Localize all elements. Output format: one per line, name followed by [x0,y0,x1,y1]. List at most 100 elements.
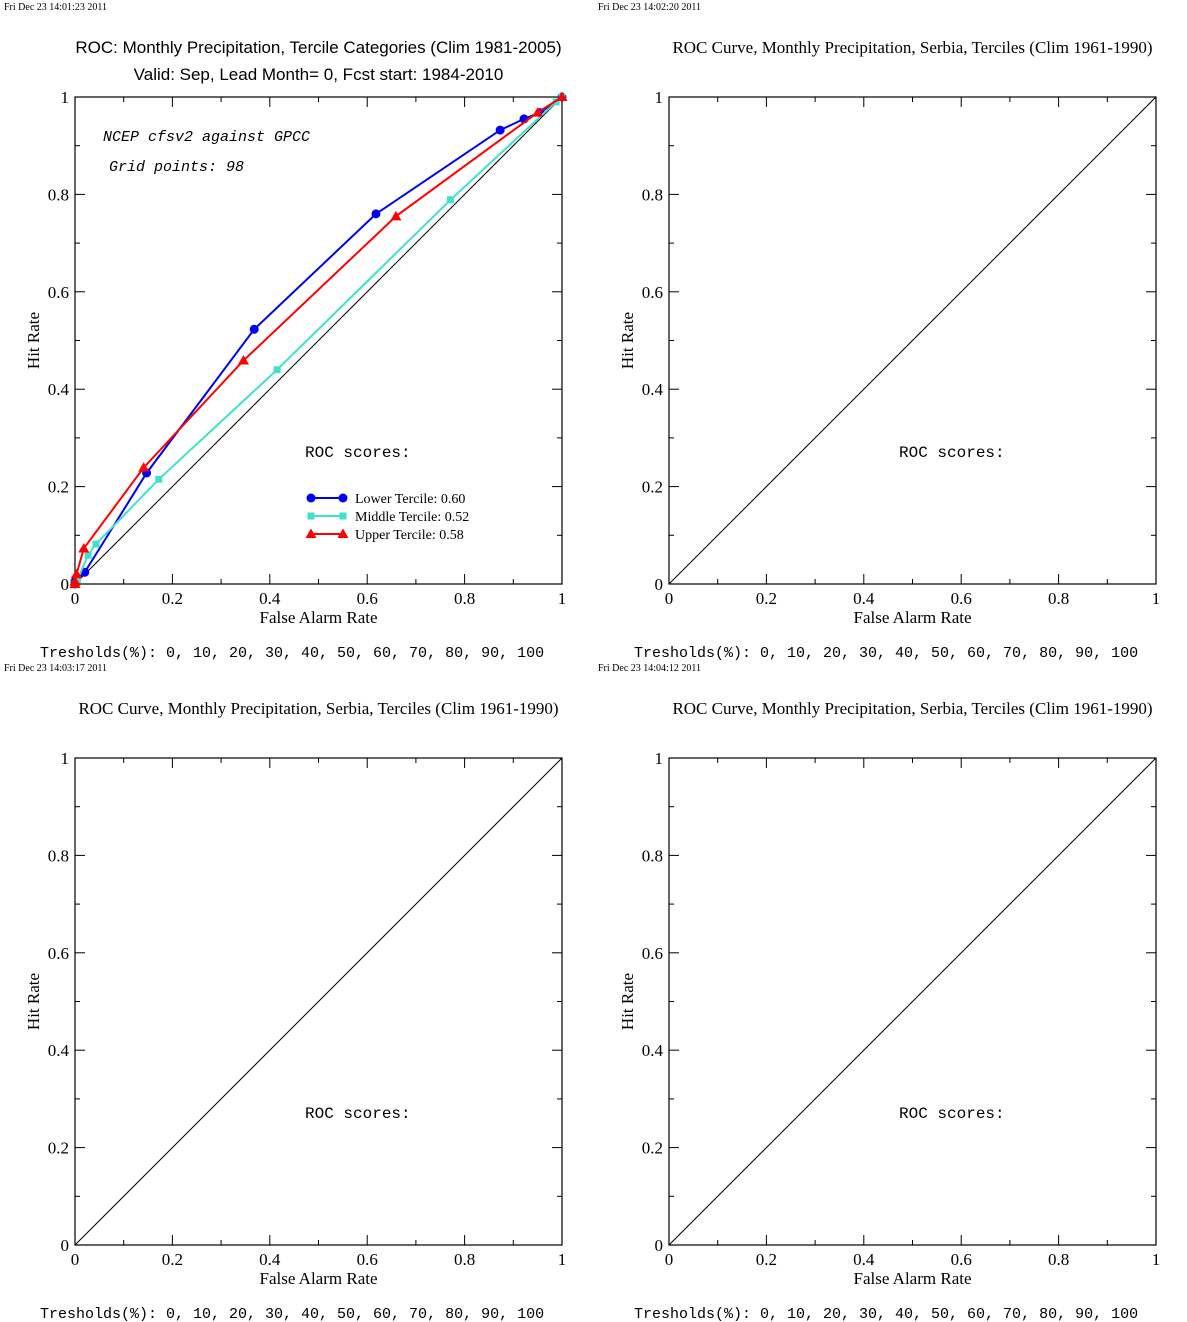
x-tick-label: 0.4 [259,589,281,608]
x-axis-label: False Alarm Rate [853,1269,971,1288]
chart-subtitle: Valid: Sep, Lead Month= 0, Fcst start: 1… [134,65,504,84]
x-tick-label: 0.6 [951,1250,972,1269]
no-skill-diagonal [74,96,563,585]
data-point [238,354,250,365]
y-tick-label: 0.2 [48,1139,69,1158]
y-tick-label: 0.6 [642,283,663,302]
annotation-text: Grid points: 98 [109,159,244,176]
chart-title: ROC: Monthly Precipitation, Tercile Cate… [75,38,561,57]
roc-scores-label: ROC scores: [305,444,411,462]
roc-scores-label: ROC scores: [899,1105,1005,1123]
roc-panel-2: Fri Dec 23 14:02:20 2011 ROC Curve, Month… [598,2,1160,662]
y-tick-label: 0.8 [642,185,663,204]
data-point [138,462,150,472]
y-axis-label: Hit Rate [24,973,43,1030]
x-tick-label: 1 [558,1250,567,1269]
x-tick-label: 0.8 [454,1250,475,1269]
x-tick-label: 0.8 [454,589,475,608]
y-tick-label: 1 [61,749,70,768]
y-tick-label: 0.8 [642,846,663,865]
data-point [556,91,568,101]
x-tick-label: 0 [665,589,674,608]
data-point [73,576,81,584]
thresholds-footer: Tresholds(%): 0, 10, 20, 30, 40, 50, 60,… [40,645,544,662]
y-tick-label: 0.4 [642,380,664,399]
y-tick-label: 0 [61,1236,70,1255]
y-tick-label: 1 [655,749,664,768]
x-tick-label: 0 [665,1250,674,1269]
x-tick-label: 0.4 [853,589,875,608]
thresholds-footer: Tresholds(%): 0, 10, 20, 30, 40, 50, 60,… [634,1306,1138,1322]
y-axis-label: Hit Rate [618,973,637,1030]
roc-panel-1: Fri Dec 23 14:01:23 2011 ROC: Monthly Pre… [4,2,568,662]
axis-ticks [74,96,563,585]
chart-title: ROC Curve, Monthly Precipitation, Serbia… [78,699,558,718]
plot-timestamp: Fri Dec 23 14:04:12 2011 [598,663,701,674]
thresholds-footer: Tresholds(%): 0, 10, 20, 30, 40, 50, 60,… [40,1306,544,1322]
x-tick-label: 0.4 [259,1250,281,1269]
x-tick-label: 1 [1152,589,1161,608]
data-point [155,475,163,483]
chart-title: ROC Curve, Monthly Precipitation, Serbia… [672,38,1152,57]
axis-ticks [668,96,1157,585]
y-tick-label: 1 [655,88,664,107]
data-point [371,209,381,219]
series-3: Upper Tercile: 0.58 [69,91,568,588]
x-tick-label: 0.2 [162,589,183,608]
y-tick-label: 0.2 [642,478,663,497]
x-tick-label: 0.6 [357,589,378,608]
x-tick-label: 1 [558,589,567,608]
x-tick-label: 0.2 [756,589,777,608]
x-tick-label: 0.8 [1048,1250,1069,1269]
legend-marker [305,528,317,538]
legend-marker [306,493,316,503]
legend-marker [339,512,347,520]
data-point [92,540,100,548]
roc-scores-label: ROC scores: [899,444,1005,462]
y-tick-label: 0.4 [48,1041,70,1060]
x-tick-label: 1 [1152,1250,1161,1269]
x-tick-label: 0 [71,589,80,608]
legend-label: Middle Tercile: 0.52 [355,510,469,525]
legend-label: Upper Tercile: 0.58 [355,528,464,543]
y-tick-label: 0.2 [48,478,69,497]
x-tick-label: 0.8 [1048,589,1069,608]
plot-timestamp: Fri Dec 23 14:02:20 2011 [598,2,701,13]
roc-panel-3: Fri Dec 23 14:03:17 2011 ROC Curve, Month… [4,663,566,1322]
thresholds-footer: Tresholds(%): 0, 10, 20, 30, 40, 50, 60,… [634,645,1138,662]
y-tick-label: 0 [61,575,70,594]
no-skill-diagonal [668,96,1157,585]
plot-timestamp: Fri Dec 23 14:03:17 2011 [4,663,107,674]
y-tick-label: 0.6 [48,944,69,963]
data-point [446,196,454,204]
x-tick-label: 0.2 [756,1250,777,1269]
x-tick-label: 0.6 [951,589,972,608]
data-point [70,568,82,579]
y-tick-label: 0.6 [48,283,69,302]
axis-ticks [74,757,563,1246]
data-point [84,551,92,559]
data-point [249,324,259,334]
data-point [390,210,402,221]
data-point [78,542,90,553]
x-tick-label: 0 [71,1250,80,1269]
y-tick-label: 0.2 [642,1139,663,1158]
no-skill-diagonal [74,757,563,1246]
x-axis-label: False Alarm Rate [853,608,971,627]
data-point [273,366,281,374]
data-point [532,107,544,117]
no-skill-diagonal [668,757,1157,1246]
plot-timestamp: Fri Dec 23 14:01:23 2011 [4,2,107,13]
x-tick-label: 0.6 [357,1250,378,1269]
annotation-text: NCEP cfsv2 against GPCC [103,129,310,146]
y-tick-label: 0.8 [48,846,69,865]
y-tick-label: 0.4 [642,1041,664,1060]
legend-marker [338,493,348,503]
y-tick-label: 1 [61,88,70,107]
x-tick-label: 0.4 [853,1250,875,1269]
y-axis-label: Hit Rate [24,312,43,369]
y-tick-label: 0.8 [48,185,69,204]
x-axis-label: False Alarm Rate [259,608,377,627]
y-tick-label: 0.6 [642,944,663,963]
